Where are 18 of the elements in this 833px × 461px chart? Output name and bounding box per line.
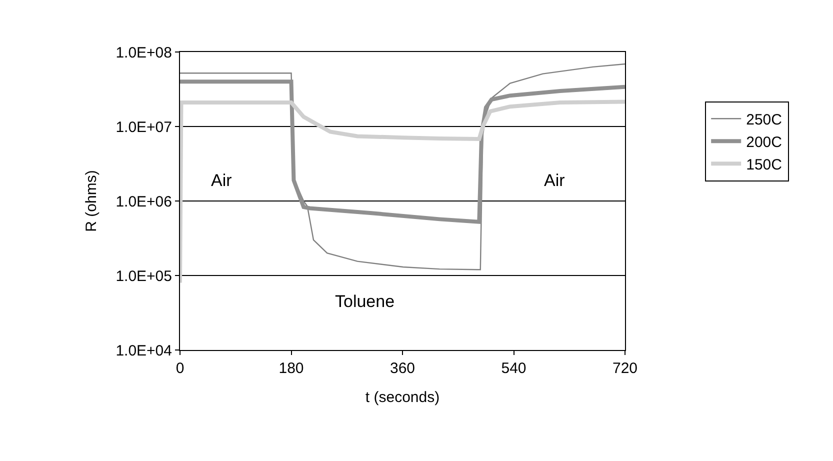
y-tick-label: 1.0E+05 — [116, 268, 172, 285]
annotation: Air — [544, 171, 566, 190]
y-tick-label: 1.0E+06 — [116, 193, 172, 210]
y-tick-label: 1.0E+08 — [116, 44, 172, 62]
legend-label: 150C — [746, 156, 782, 174]
x-tick-label: 540 — [501, 360, 526, 377]
x-tick-label: 0 — [176, 360, 184, 377]
x-tick-label: 720 — [612, 360, 638, 377]
x-tick-label: 180 — [278, 360, 304, 377]
legend-label: 200C — [746, 134, 782, 151]
annotation: Air — [211, 171, 232, 190]
y-tick-label: 1.0E+04 — [116, 342, 172, 360]
annotation: Toluene — [335, 292, 395, 311]
y-tick-label: 1.0E+07 — [116, 118, 172, 136]
legend-label: 250C — [746, 112, 782, 128]
y-axis-title: R (ohms) — [82, 170, 100, 232]
x-tick-label: 360 — [390, 360, 416, 377]
x-axis-title: t (seconds) — [365, 389, 440, 406]
